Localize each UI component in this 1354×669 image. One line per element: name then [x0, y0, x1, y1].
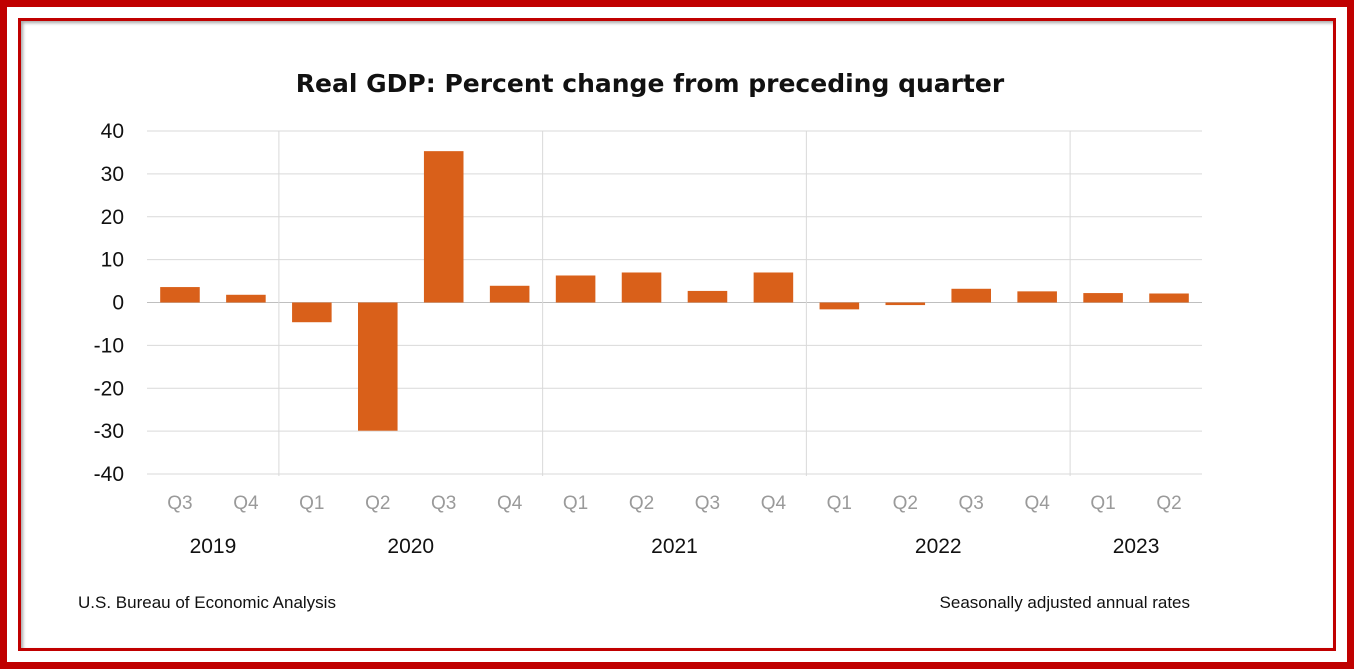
y-tick-label: -10: [94, 334, 124, 357]
bar: [621, 272, 662, 303]
year-label: 2019: [190, 535, 237, 558]
grid-lines: [147, 130, 1202, 476]
chart-title: Real GDP: Percent change from preceding …: [296, 69, 1005, 98]
year-label: 2021: [651, 535, 698, 558]
year-label: 2020: [387, 535, 434, 558]
year-labels: 2019 2020 2021 2022 2023: [190, 535, 1160, 558]
x-tick-label: Q2: [365, 493, 390, 514]
bar: [292, 302, 332, 323]
y-tick-label: 10: [101, 249, 124, 272]
x-tick-label: Q1: [827, 493, 852, 514]
y-tick-label: 20: [101, 206, 124, 229]
bars: [160, 151, 1189, 431]
x-tick-label: Q4: [497, 493, 523, 514]
y-tick-label: 30: [101, 163, 124, 186]
x-tick-label: Q3: [695, 493, 720, 514]
x-tick-label: Q2: [1156, 493, 1181, 514]
x-tick-label: Q3: [959, 493, 984, 514]
bar: [819, 302, 860, 310]
x-tick-label: Q2: [893, 493, 918, 514]
bar: [1083, 293, 1123, 303]
x-tick-label: Q4: [233, 493, 259, 514]
bar: [687, 290, 728, 303]
y-tick-label: -30: [94, 420, 124, 443]
bar: [226, 294, 266, 303]
x-tick-label: Q4: [761, 493, 787, 514]
bar: [1017, 291, 1057, 303]
y-tick-label: -20: [94, 377, 124, 400]
bar: [885, 302, 926, 306]
bar: [423, 151, 464, 303]
bar: [489, 285, 530, 303]
y-axis-ticks: 40 30 20 10 0 -10 -20 -30 -40: [94, 120, 124, 486]
note-label: Seasonally adjusted annual rates: [940, 593, 1190, 612]
bar: [160, 287, 200, 303]
y-tick-label: 40: [101, 120, 124, 143]
year-label: 2022: [915, 535, 962, 558]
x-tick-label: Q4: [1024, 493, 1050, 514]
year-label: 2023: [1113, 535, 1160, 558]
bar: [555, 275, 596, 303]
x-tick-label: Q2: [629, 493, 654, 514]
frame-gap: [7, 7, 1347, 662]
y-tick-label: -40: [94, 463, 124, 486]
source-label: U.S. Bureau of Economic Analysis: [78, 593, 336, 612]
bar: [753, 272, 794, 303]
y-tick-label: 0: [112, 292, 124, 315]
x-axis-ticks: Q3 Q4 Q1 Q2 Q3 Q4 Q1 Q2 Q3 Q4 Q1 Q2 Q3 Q4 Q1 Q2: [167, 493, 1181, 514]
inner-frame: [18, 18, 1336, 651]
x-tick-label: Q1: [563, 493, 588, 514]
x-tick-label: Q1: [1090, 493, 1115, 514]
bar: [951, 288, 991, 303]
bar: [358, 302, 398, 431]
x-tick-label: Q1: [299, 493, 324, 514]
bar: [1149, 293, 1189, 303]
x-tick-label: Q3: [167, 493, 192, 514]
x-tick-label: Q3: [431, 493, 456, 514]
